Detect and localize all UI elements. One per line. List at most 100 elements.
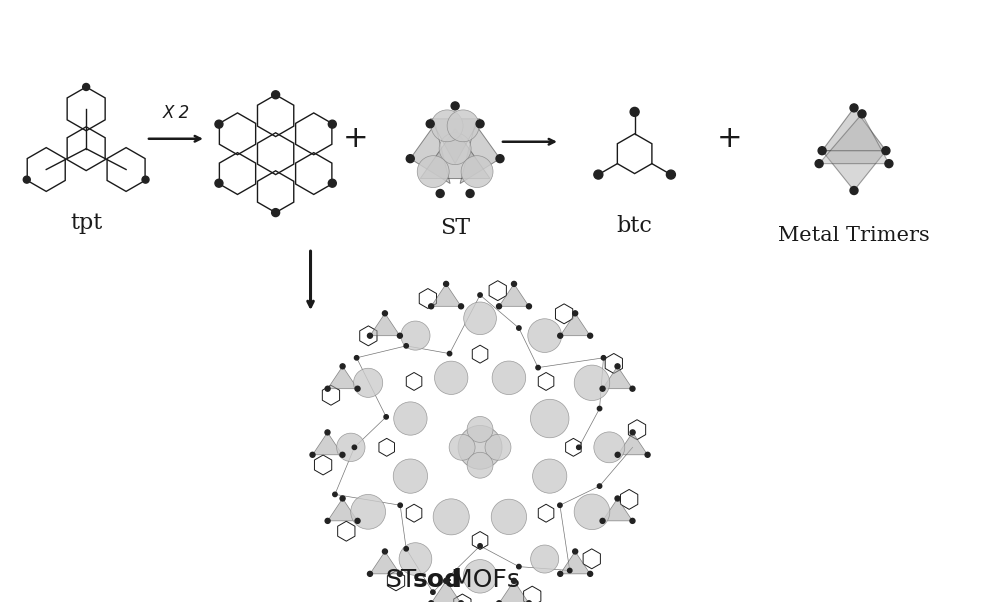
Circle shape	[328, 179, 336, 187]
Circle shape	[355, 519, 360, 523]
Circle shape	[439, 133, 471, 165]
Polygon shape	[313, 432, 342, 455]
Circle shape	[436, 189, 444, 197]
Circle shape	[340, 496, 345, 501]
Circle shape	[429, 304, 434, 309]
Circle shape	[630, 430, 635, 435]
Circle shape	[325, 519, 330, 523]
Circle shape	[444, 282, 449, 286]
Circle shape	[526, 601, 531, 603]
Text: Metal Trimers: Metal Trimers	[778, 226, 930, 245]
Text: +: +	[717, 124, 742, 153]
Circle shape	[615, 496, 620, 501]
Circle shape	[466, 189, 474, 197]
Circle shape	[666, 170, 675, 179]
Circle shape	[850, 186, 858, 195]
Polygon shape	[618, 432, 648, 455]
Polygon shape	[370, 314, 400, 336]
Circle shape	[517, 564, 521, 569]
Circle shape	[577, 445, 581, 449]
Circle shape	[530, 399, 569, 438]
Polygon shape	[603, 499, 632, 521]
Circle shape	[492, 361, 526, 394]
Circle shape	[459, 601, 464, 603]
Polygon shape	[460, 124, 500, 183]
Circle shape	[325, 387, 330, 391]
Circle shape	[333, 492, 337, 497]
Circle shape	[512, 282, 516, 286]
Circle shape	[517, 326, 521, 330]
Circle shape	[384, 415, 388, 419]
Circle shape	[463, 560, 497, 593]
Circle shape	[573, 549, 578, 554]
Circle shape	[399, 543, 432, 575]
Circle shape	[496, 155, 504, 163]
Polygon shape	[819, 114, 889, 163]
Circle shape	[397, 333, 402, 338]
Circle shape	[23, 176, 30, 183]
Polygon shape	[420, 129, 490, 178]
Circle shape	[426, 120, 434, 128]
Circle shape	[630, 387, 635, 391]
Polygon shape	[370, 552, 400, 574]
Text: ST-: ST-	[385, 567, 423, 592]
Circle shape	[497, 304, 502, 309]
Circle shape	[382, 311, 387, 316]
Circle shape	[142, 176, 149, 183]
Polygon shape	[328, 366, 358, 389]
Text: btc: btc	[617, 215, 653, 238]
Polygon shape	[560, 552, 590, 574]
Text: tpt: tpt	[70, 212, 102, 235]
Circle shape	[397, 572, 402, 576]
Circle shape	[588, 572, 593, 576]
Polygon shape	[822, 151, 886, 191]
Circle shape	[573, 311, 578, 316]
Circle shape	[351, 494, 386, 529]
Circle shape	[393, 459, 428, 493]
Circle shape	[615, 364, 620, 369]
Circle shape	[340, 364, 345, 369]
Circle shape	[491, 499, 527, 534]
Text: +: +	[343, 124, 368, 153]
Circle shape	[272, 209, 280, 216]
Circle shape	[447, 352, 452, 356]
Circle shape	[533, 459, 567, 493]
Circle shape	[340, 452, 345, 457]
Circle shape	[354, 368, 383, 397]
Circle shape	[815, 160, 823, 168]
Circle shape	[447, 110, 479, 142]
Circle shape	[476, 120, 484, 128]
Circle shape	[850, 104, 858, 112]
Circle shape	[449, 434, 475, 460]
Circle shape	[354, 356, 359, 360]
Circle shape	[485, 434, 511, 460]
Circle shape	[435, 361, 468, 394]
Circle shape	[272, 91, 280, 99]
Circle shape	[325, 430, 330, 435]
Text: ST: ST	[440, 217, 470, 239]
Circle shape	[630, 107, 639, 116]
Circle shape	[431, 590, 435, 595]
Circle shape	[464, 302, 496, 335]
Circle shape	[601, 356, 606, 360]
Circle shape	[818, 147, 826, 155]
Circle shape	[528, 319, 562, 353]
Circle shape	[355, 387, 360, 391]
Circle shape	[458, 426, 502, 469]
Circle shape	[401, 321, 430, 350]
Circle shape	[337, 433, 365, 461]
Circle shape	[558, 503, 562, 508]
Circle shape	[615, 452, 620, 457]
Circle shape	[558, 572, 563, 576]
Circle shape	[478, 293, 482, 297]
Polygon shape	[410, 124, 450, 183]
Text: -MOFs: -MOFs	[443, 567, 521, 592]
Circle shape	[382, 549, 387, 554]
Circle shape	[352, 445, 357, 449]
Text: X 2: X 2	[162, 104, 190, 122]
Circle shape	[645, 452, 650, 457]
Polygon shape	[431, 581, 461, 603]
Circle shape	[451, 102, 459, 110]
Circle shape	[526, 304, 531, 309]
Circle shape	[568, 569, 572, 573]
